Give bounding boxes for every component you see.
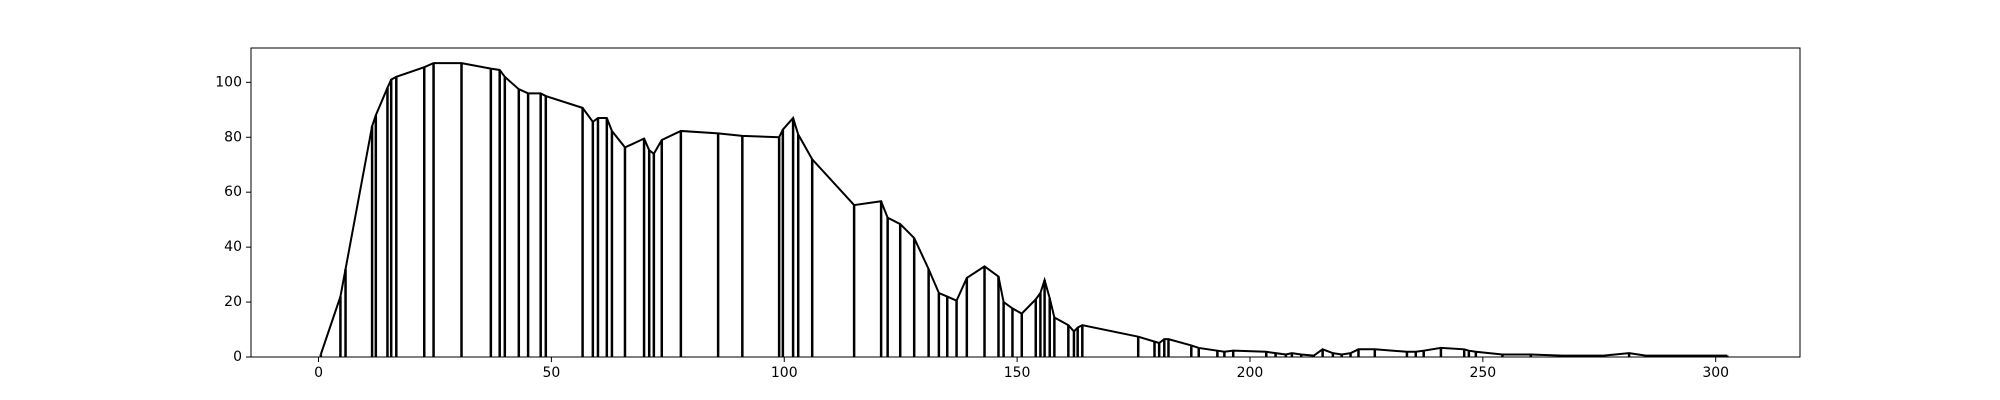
x-tick-label: 250 [1469, 365, 1496, 381]
y-tick-label: 0 [233, 349, 242, 365]
y-tick-label: 60 [224, 184, 242, 200]
plot-frame [250, 47, 1801, 358]
x-tick-label: 0 [314, 365, 323, 381]
x-tick-label: 300 [1702, 365, 1729, 381]
x-tick-label: 50 [542, 365, 560, 381]
x-tick-label: 200 [1237, 365, 1264, 381]
x-tick-label: 100 [771, 365, 798, 381]
x-tick-label: 150 [1004, 365, 1031, 381]
y-tick-label: 20 [224, 294, 242, 310]
y-tick-label: 100 [215, 74, 242, 90]
data-line [319, 62, 1728, 357]
y-tick-label: 40 [224, 239, 242, 255]
y-tick-label: 80 [224, 129, 242, 145]
